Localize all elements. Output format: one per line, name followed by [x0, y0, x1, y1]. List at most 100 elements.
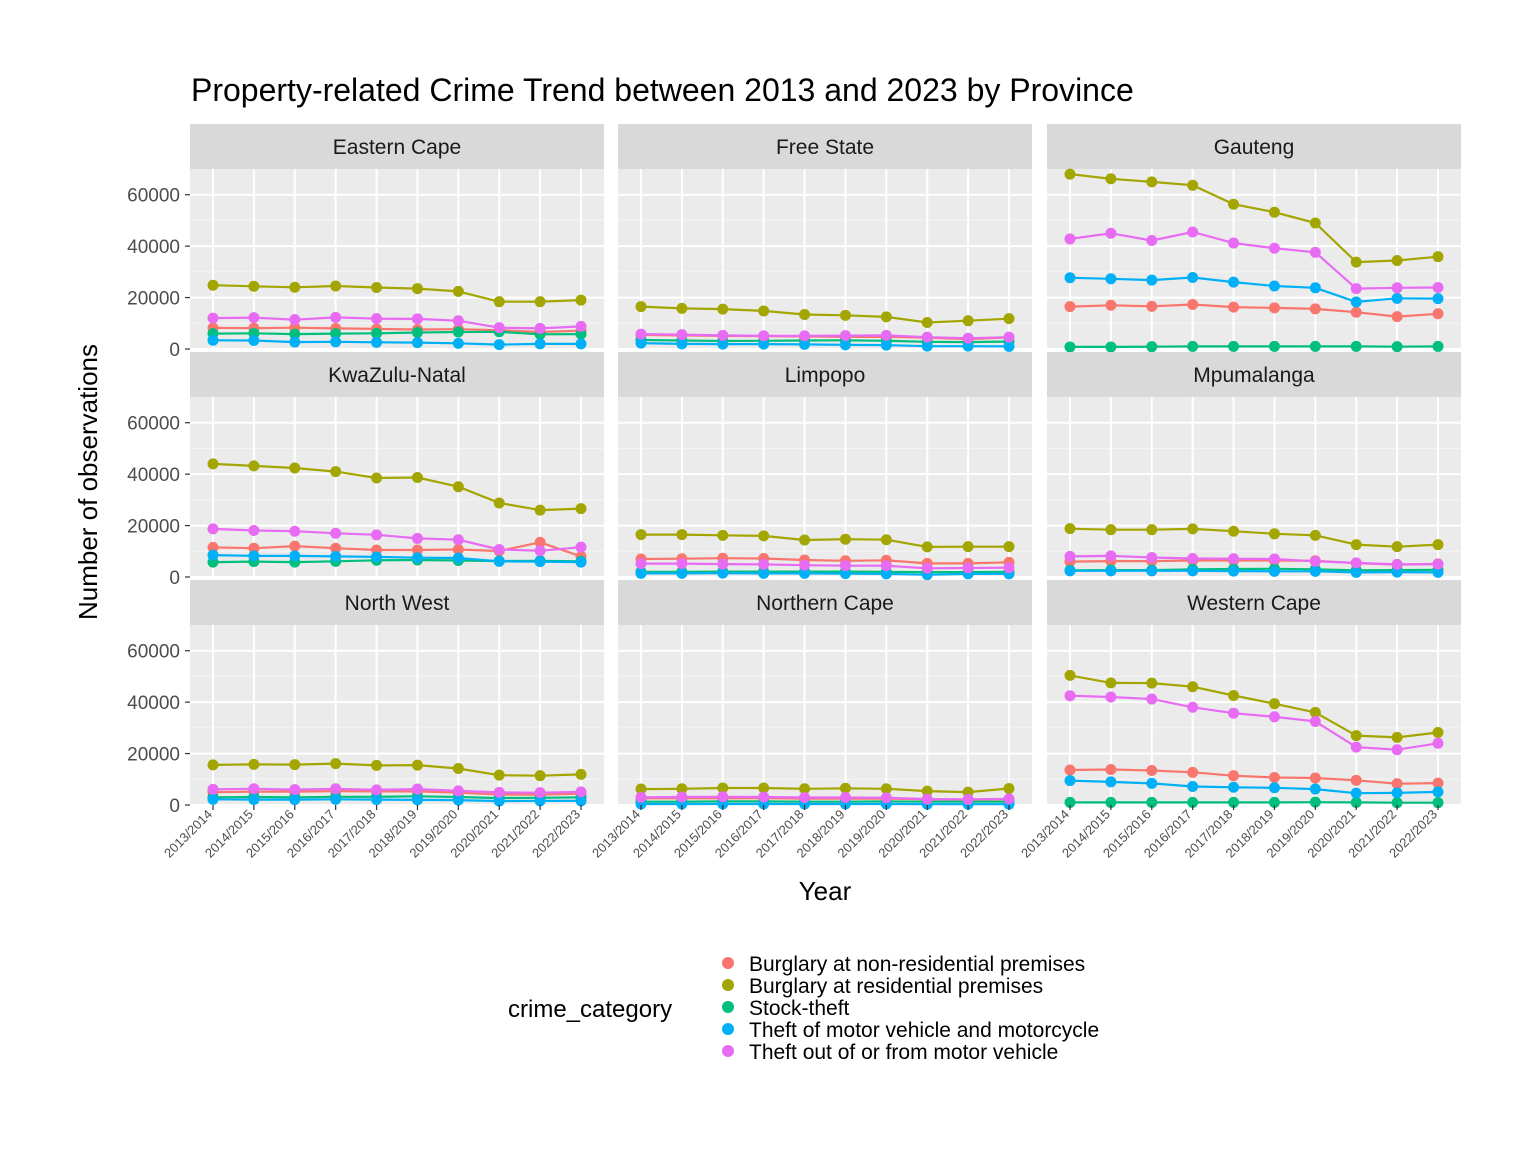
series-line — [1069, 303, 1439, 318]
facet-panel-mpumalanga: Mpumalanga — [1047, 352, 1461, 578]
series-theft-of-motor-vehicle-and-motorcycle — [635, 337, 1015, 352]
series-line — [640, 333, 1010, 340]
data-point — [207, 549, 219, 561]
data-point — [1309, 715, 1321, 727]
data-point — [921, 785, 933, 797]
data-point — [493, 339, 505, 351]
series-theft-out-of-or-from-motor-vehicle — [1064, 550, 1444, 570]
data-point — [248, 335, 260, 347]
data-point — [1187, 523, 1199, 535]
data-point — [839, 560, 851, 572]
facet-strip-label: Limpopo — [785, 364, 866, 387]
legend-item-burglary-at-non-residential-premises: Burglary at non-residential premises — [722, 953, 1085, 976]
data-point — [1268, 771, 1280, 783]
data-point — [330, 280, 342, 292]
data-point — [880, 792, 892, 804]
y-axes: 0 20000 40000 60000 0 20000 40000 60000 0 20000 40… — [127, 186, 190, 817]
y-tick-label: 60000 — [127, 186, 180, 207]
data-point — [921, 331, 933, 343]
data-point — [635, 301, 647, 313]
series-burglary-at-residential-premises — [635, 782, 1015, 798]
facet-strip-label: KwaZulu-Natal — [328, 364, 466, 387]
facet-strip-label: Free State — [776, 136, 874, 159]
data-point — [1391, 255, 1403, 267]
series-burglary-at-residential-premises — [207, 758, 587, 782]
legend-label: Stock-theft — [749, 997, 850, 1020]
data-point — [880, 783, 892, 795]
data-point — [799, 309, 811, 321]
data-point — [330, 793, 342, 805]
data-point — [962, 315, 974, 327]
series-line — [640, 342, 1010, 348]
data-point — [1187, 796, 1199, 808]
data-point — [1228, 796, 1240, 808]
data-point — [1228, 340, 1240, 352]
series-theft-out-of-or-from-motor-vehicle — [635, 791, 1015, 805]
series-theft-of-motor-vehicle-and-motorcycle — [207, 549, 587, 568]
legend: crime_category Burglary at non-residenti… — [508, 953, 1099, 1064]
data-point — [1432, 737, 1444, 749]
data-point — [1350, 256, 1362, 268]
series-line — [641, 570, 1010, 574]
series-theft-out-of-or-from-motor-vehicle — [635, 328, 1015, 344]
data-point — [1105, 173, 1117, 185]
data-point — [635, 567, 647, 579]
data-point — [411, 794, 423, 806]
facet-strip — [618, 352, 1032, 397]
data-point — [1268, 565, 1280, 577]
data-point — [411, 552, 423, 564]
data-point — [1064, 341, 1076, 353]
data-point — [411, 327, 423, 339]
series-burglary-at-residential-premises — [207, 279, 587, 308]
data-point — [534, 787, 546, 799]
facet-strip — [618, 124, 1032, 169]
data-point — [676, 783, 688, 795]
data-point — [289, 540, 301, 552]
data-point — [1187, 299, 1199, 311]
data-point — [452, 534, 464, 546]
series-line — [212, 554, 582, 564]
data-point — [717, 558, 729, 570]
data-point — [1064, 168, 1076, 180]
facet-panel-northern-cape: Northern Cape — [618, 580, 1032, 810]
data-point — [207, 458, 219, 470]
legend-key — [722, 979, 734, 991]
data-point — [1146, 765, 1158, 777]
y-tick-label: 0 — [169, 340, 180, 361]
facet-strip-label: North West — [345, 592, 450, 615]
data-point — [962, 340, 974, 352]
data-point — [411, 471, 423, 483]
y-tick-label: 20000 — [127, 517, 180, 538]
data-point — [1268, 796, 1280, 808]
data-point — [839, 339, 851, 351]
data-point — [371, 327, 383, 339]
series-burglary-at-residential-premises — [1064, 168, 1444, 268]
data-point — [1187, 565, 1199, 577]
data-point — [962, 541, 974, 553]
series-line — [1069, 768, 1439, 785]
data-point — [1309, 555, 1321, 567]
data-point — [1105, 796, 1117, 808]
data-point — [1228, 276, 1240, 288]
data-point — [1432, 293, 1444, 305]
series-line — [1070, 569, 1439, 574]
data-point — [1064, 565, 1076, 577]
data-point — [452, 285, 464, 297]
data-point — [758, 530, 770, 542]
series-theft-of-motor-vehicle-and-motorcycle — [207, 793, 587, 807]
y-tick-label: 60000 — [127, 642, 180, 663]
data-point — [1391, 292, 1403, 304]
data-point — [534, 770, 546, 782]
data-point — [839, 533, 851, 545]
data-point — [248, 280, 260, 292]
data-point — [575, 320, 587, 332]
data-point — [1309, 783, 1321, 795]
data-point — [962, 332, 974, 344]
data-point — [1350, 796, 1362, 808]
data-point — [1391, 566, 1403, 578]
legend-label: Theft out of or from motor vehicle — [749, 1041, 1058, 1064]
data-point — [717, 329, 729, 341]
series-stock-theft — [1064, 796, 1444, 809]
series-line — [1069, 554, 1439, 566]
legend-label: Theft of motor vehicle and motorcycle — [749, 1019, 1099, 1042]
